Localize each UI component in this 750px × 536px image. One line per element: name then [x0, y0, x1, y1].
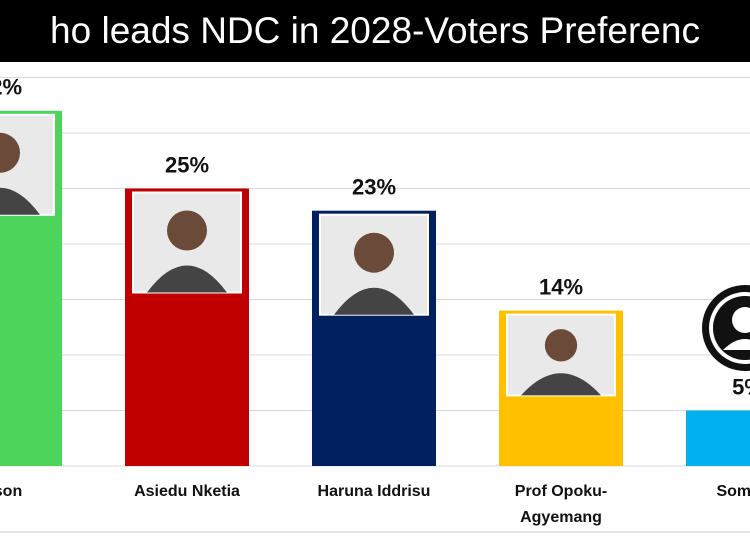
photo-head — [0, 132, 20, 173]
title-band — [0, 0, 750, 62]
photo-body — [334, 287, 414, 315]
x-tick-label: Someon — [716, 483, 750, 500]
x-tick-label: Prof Opoku-Agyemang — [515, 483, 607, 526]
x-tick-label: orson — [0, 483, 22, 500]
value-label: 23% — [352, 175, 396, 200]
value-label: 32% — [0, 75, 22, 100]
photo-head — [354, 232, 394, 273]
photo-body — [521, 373, 601, 396]
value-label: 25% — [165, 152, 209, 177]
unknown-person-icon — [702, 285, 750, 371]
x-tick-label: Asiedu Nketia — [134, 483, 240, 500]
chart-title: ho leads NDC in 2028-Voters Preferenc — [50, 10, 700, 51]
photo-head — [167, 210, 207, 251]
photo-body — [0, 188, 40, 215]
bar — [686, 410, 750, 466]
value-label: 5% — [732, 374, 750, 399]
value-label: 14% — [539, 274, 583, 299]
photo-head — [544, 329, 578, 362]
x-tick-label: Haruna Iddrisu — [318, 483, 431, 500]
photo-body — [147, 265, 227, 293]
